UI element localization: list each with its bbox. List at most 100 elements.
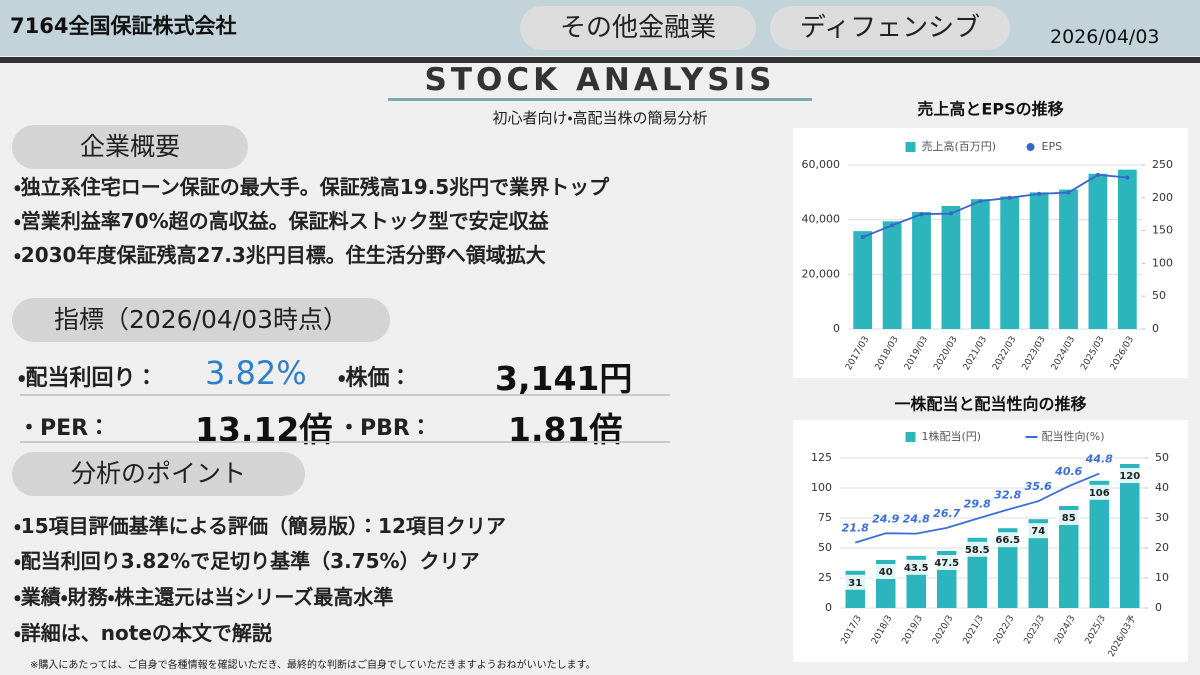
data-label-bg: [1117, 468, 1142, 483]
y2-tick-label: 200: [1152, 191, 1173, 204]
y-tick-label: 20,000: [802, 267, 841, 280]
point: [1037, 191, 1042, 196]
data-label: 32.8: [994, 489, 1021, 502]
data-label-bg: [995, 532, 1020, 548]
bar: [1058, 506, 1079, 608]
data-label: 21.8: [842, 522, 869, 535]
legend-label: EPS: [1042, 140, 1063, 153]
data-label-bg: [873, 564, 898, 579]
data-label: 24.8: [903, 513, 930, 526]
separator: [20, 441, 670, 443]
data-label-bg: [843, 574, 868, 590]
data-label: 44.8: [1085, 453, 1113, 466]
bar: [853, 231, 873, 329]
data-label: 66.5: [995, 535, 1020, 546]
data-label: 58.5: [965, 545, 990, 556]
legend-label: 売上高(百万円): [922, 139, 997, 153]
data-label: 40.6: [1054, 465, 1082, 478]
bar: [941, 206, 961, 329]
bar: [1029, 192, 1049, 329]
y2-tick-label: 10: [1155, 571, 1169, 584]
metric-label: ・株価：: [338, 366, 412, 391]
style-tag: ディフェンシブ: [770, 6, 1010, 50]
subtitle: 初心者向け・高配当株の簡易分析: [492, 109, 708, 127]
data-label-bg: [1087, 484, 1112, 500]
y2-tick-label: 20: [1155, 541, 1169, 554]
point: [1095, 172, 1100, 177]
data-label: 106: [1089, 488, 1110, 499]
footnote: ※購入にあたっては、ご自身で各種情報を確認いただき、最終的な判断はご自身でしてい…: [30, 660, 596, 671]
header-rule: [0, 57, 1200, 63]
point: [860, 235, 865, 240]
y-tick-label: 60,000: [802, 158, 841, 171]
point: [948, 211, 953, 216]
data-label: 85: [1062, 513, 1076, 524]
data-label: 40: [879, 567, 893, 578]
y2-tick-label: 50: [1152, 289, 1166, 302]
bar: [997, 528, 1018, 608]
y2-tick-label: 30: [1155, 511, 1169, 524]
data-label: 35.6: [1025, 480, 1052, 493]
y-tick-label: 100: [811, 481, 832, 494]
y2-tick-label: 50: [1155, 451, 1169, 464]
y2-tick-label: 250: [1152, 158, 1173, 171]
page-title: STOCK ANALYSIS: [424, 62, 776, 98]
y2-tick-label: 0: [1155, 601, 1162, 614]
y2-tick-label: 40: [1155, 481, 1169, 494]
data-label: 120: [1119, 471, 1140, 482]
section-heading: 分析のポイント: [12, 452, 305, 496]
bar: [1000, 196, 1020, 329]
line: [854, 472, 1100, 544]
overview-item: ・2030年度保証残高27.3兆円目標。住生活分野へ領域拡大: [14, 243, 546, 267]
data-label: 74: [1031, 526, 1045, 537]
point: [1066, 190, 1071, 195]
y-tick-label: 0: [825, 601, 832, 614]
bar: [1059, 189, 1078, 329]
legend-label: 配当性向(%): [1042, 429, 1105, 443]
y-tick-label: 40,000: [802, 213, 841, 226]
data-label: 24.9: [872, 512, 899, 525]
data-label: 26.7: [933, 507, 960, 520]
data-label: 31: [848, 578, 862, 589]
section-heading: 企業概要: [12, 125, 248, 169]
data-label: 47.5: [934, 558, 959, 569]
bar: [1028, 519, 1049, 608]
metric-label: ・配当利回り：: [18, 366, 158, 391]
y-tick-label: 75: [818, 511, 832, 524]
bar: [1088, 173, 1108, 329]
data-label-bg: [1056, 510, 1081, 525]
y-tick-label: 25: [818, 571, 832, 584]
y2-tick-label: 0: [1152, 322, 1159, 335]
section-heading: 指標（2026/04/03時点）: [12, 298, 390, 342]
metric-value: 3,141円: [495, 359, 633, 398]
bar: [970, 199, 990, 329]
point-item: ・業績・財務・株主還元は当シリーズ最高水準: [14, 585, 394, 609]
y2-tick-label: 100: [1152, 256, 1173, 269]
y2-tick-label: 150: [1152, 224, 1173, 237]
chart-title: 売上高とEPSの推移: [917, 100, 1063, 119]
metric-label: ・PBR：: [338, 416, 432, 441]
bar: [1089, 480, 1110, 608]
point: [1007, 195, 1012, 200]
point-item: ・詳細は、noteの本文で解説: [14, 621, 272, 645]
company-name: 7164全国保証株式会社: [10, 14, 237, 38]
legend-label: 1株配当(円): [922, 429, 982, 443]
bar: [912, 212, 931, 329]
title-underline: [388, 98, 812, 101]
chart-title: 一株配当と配当性向の推移: [894, 395, 1086, 414]
data-label-bg: [1026, 523, 1051, 539]
bar: [1117, 169, 1137, 329]
separator: [20, 394, 670, 396]
point: [978, 199, 983, 204]
point: [919, 212, 924, 217]
overview-item: ・独立系住宅ローン保証の最大手。保証残高19.5兆円で業界トップ: [14, 175, 610, 199]
bar: [1119, 464, 1140, 608]
legend-swatch: [905, 432, 916, 442]
overview-item: ・営業利益率70%超の高収益。保証料ストック型で安定収益: [14, 209, 549, 233]
bar: [882, 221, 902, 329]
line: [862, 173, 1128, 238]
legend-swatch: [905, 142, 916, 152]
y-tick-label: 125: [811, 451, 832, 464]
